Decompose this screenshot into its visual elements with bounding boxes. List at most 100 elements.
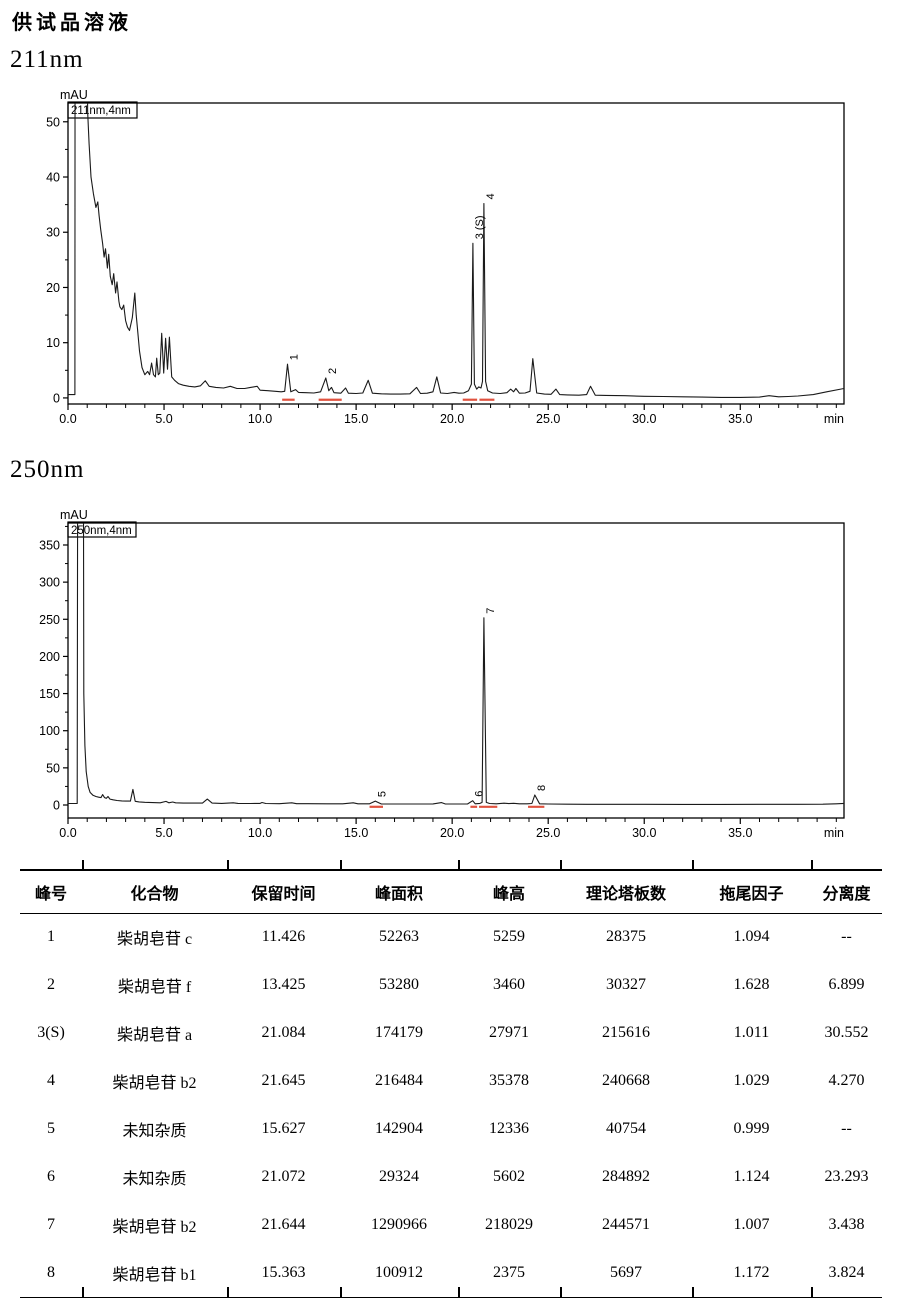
x-tick-label: 35.0: [728, 826, 752, 840]
table-cell: 244571: [602, 1216, 650, 1233]
table-cell: 未知杂质: [122, 1171, 187, 1188]
table-cell: 1.124: [733, 1168, 770, 1185]
table-cell: 3(S): [37, 1024, 65, 1041]
table-cell: 5602: [493, 1168, 525, 1185]
table-bottom-column-tick: [340, 1287, 342, 1297]
table-cell: 30.552: [824, 1024, 869, 1041]
plot-frame: [67, 102, 845, 405]
table-row: 8 柴胡皂苷 b1 15.363 100912 2375 5697 1.172 3.824: [20, 1249, 882, 1297]
peak-table-container: 峰号 化合物 保留时间 峰面积 峰高 理论塔板数 拖尾因子 分离度 1 柴胡皂苷 c 11.426…: [20, 860, 882, 1298]
y-axis-unit-label: mAU: [60, 88, 88, 102]
table-cell: 174179: [375, 1024, 423, 1041]
table-cell: 40754: [606, 1120, 646, 1137]
table-cell: 11.426: [261, 928, 306, 946]
table-top-column-tick: [560, 860, 562, 869]
table-cell: 1.029: [733, 1072, 770, 1089]
table-cell: 1.172: [733, 1263, 770, 1281]
table-cell: 1.007: [733, 1216, 770, 1233]
table-cell: 23.293: [824, 1168, 869, 1185]
x-axis-unit-label: min: [824, 826, 844, 840]
column-header-4: 峰高: [458, 870, 560, 914]
table-row: 6 未知杂质 21.072 29324 5602 284892 1.124 23.293: [20, 1153, 882, 1201]
table-row: 7 柴胡皂苷 b2 21.644 1290966 218029 244571 1.007 3.…: [20, 1201, 882, 1249]
table-cell: 29324: [379, 1168, 419, 1185]
table-cell: 1: [47, 928, 55, 946]
y-tick-label: 250: [39, 613, 60, 627]
table-cell: 240668: [602, 1072, 650, 1089]
table-cell: 4: [47, 1072, 55, 1089]
table-bottom-column-tick: [811, 1287, 813, 1297]
table-cell: 4.270: [828, 1072, 865, 1089]
table-cell: 1.094: [733, 928, 770, 946]
table-cell: 6.899: [828, 976, 865, 993]
x-tick-label: 30.0: [632, 412, 656, 426]
peak-table-header: 峰号 化合物 保留时间 峰面积 峰高 理论塔板数 拖尾因子 分离度: [20, 870, 882, 914]
table-bottom-column-tick: [82, 1287, 84, 1297]
x-tick-label: 10.0: [248, 412, 272, 426]
y-tick-label: 0: [53, 798, 60, 812]
column-header-0: 峰号: [20, 870, 82, 914]
table-cell: 215616: [602, 1024, 650, 1041]
y-tick-label: 40: [46, 171, 60, 185]
table-cell: 27971: [489, 1024, 529, 1041]
y-tick-label: 50: [46, 115, 60, 129]
y-axis-unit-label: mAU: [60, 508, 88, 522]
x-tick-label: 25.0: [536, 826, 560, 840]
table-cell: 142904: [375, 1120, 423, 1137]
table-cell: 5: [47, 1120, 55, 1137]
chromatogram-trace: [68, 103, 844, 398]
table-cell: 21.084: [261, 1024, 306, 1041]
x-axis-unit-label: min: [824, 412, 844, 426]
table-row: 1 柴胡皂苷 c 11.426 52263 5259 28375 1.094 --: [20, 913, 882, 961]
table-cell: 30327: [606, 976, 646, 993]
peak-label: 4: [485, 193, 497, 199]
table-cell: 5697: [610, 1263, 642, 1281]
y-tick-label: 350: [39, 538, 60, 552]
x-tick-label: 5.0: [155, 826, 172, 840]
y-tick-label: 300: [39, 576, 60, 590]
peak-label: 2: [327, 368, 339, 374]
x-tick-label: 20.0: [440, 412, 464, 426]
x-tick-label: 15.0: [344, 412, 368, 426]
table-cell: 5259: [493, 928, 525, 946]
table-cell: 柴胡皂苷 f: [117, 979, 192, 996]
table-cell: 未知杂质: [122, 1123, 187, 1140]
peak-table: 峰号 化合物 保留时间 峰面积 峰高 理论塔板数 拖尾因子 分离度 1 柴胡皂苷 c 11.426…: [20, 869, 882, 1298]
table-cell: 3.438: [828, 1216, 865, 1233]
x-tick-label: 10.0: [248, 826, 272, 840]
table-cell: 284892: [602, 1168, 650, 1185]
table-top-column-tick: [82, 860, 84, 869]
table-top-column-tick: [811, 860, 813, 869]
table-row: 5 未知杂质 15.627 142904 12336 40754 0.999 --: [20, 1105, 882, 1153]
x-tick-label: 30.0: [632, 826, 656, 840]
table-cell: 柴胡皂苷 b2: [112, 1075, 197, 1092]
table-top-column-tick: [458, 860, 460, 869]
x-tick-label: 5.0: [155, 412, 172, 426]
table-cell: 6: [47, 1168, 55, 1185]
peak-label: 5: [376, 791, 388, 797]
table-cell: 柴胡皂苷 b1: [112, 1266, 197, 1284]
x-tick-label: 0.0: [59, 412, 76, 426]
table-cell: 21.645: [261, 1072, 306, 1089]
peak-label: 8: [536, 785, 548, 791]
column-header-5: 理论塔板数: [560, 870, 692, 914]
column-header-7: 分离度: [811, 870, 882, 914]
x-tick-label: 25.0: [536, 412, 560, 426]
table-cell: 柴胡皂苷 c: [116, 931, 193, 949]
table-bottom-column-tick: [227, 1287, 229, 1297]
x-tick-label: 0.0: [59, 826, 76, 840]
table-cell: 7: [47, 1216, 55, 1233]
table-cell: 8: [47, 1263, 55, 1281]
table-cell: --: [841, 928, 852, 946]
table-cell: 柴胡皂苷 b2: [112, 1219, 197, 1236]
peak-label: 1: [289, 354, 301, 360]
table-cell: 218029: [485, 1216, 533, 1233]
table-cell: 3460: [493, 976, 525, 993]
y-tick-label: 30: [46, 226, 60, 240]
chromatogram-trace: [68, 523, 844, 805]
x-tick-label: 35.0: [728, 412, 752, 426]
table-cell: 柴胡皂苷 a: [116, 1027, 193, 1044]
table-cell: 1.011: [733, 1024, 770, 1041]
table-cell: 53280: [379, 976, 419, 993]
